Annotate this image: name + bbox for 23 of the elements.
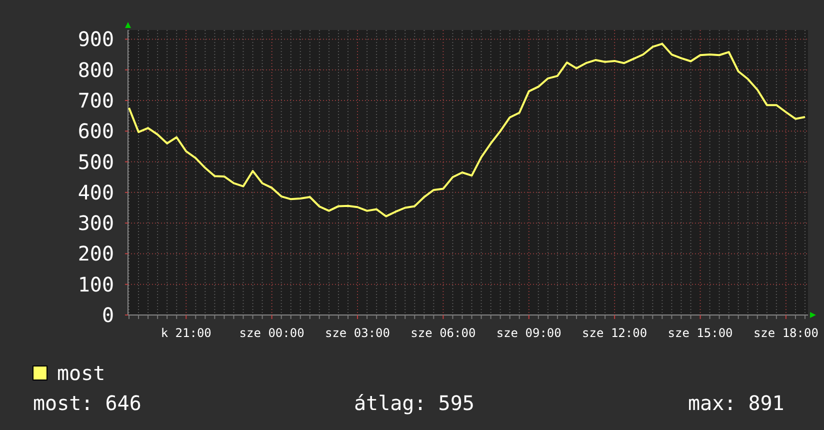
y-tick-label: 200: [78, 242, 114, 266]
x-tick-label: sze 15:00: [668, 326, 733, 340]
y-tick-label: 0: [102, 303, 114, 327]
x-tick-label: sze 00:00: [239, 326, 304, 340]
x-tick-label: sze 18:00: [753, 326, 818, 340]
x-tick-label: k 21:00: [160, 326, 212, 340]
y-tick-label: 700: [78, 88, 114, 112]
text: most: 646: [33, 391, 142, 415]
text: átlag: 595: [354, 391, 474, 415]
y-tick-label: 500: [78, 150, 114, 174]
y-tick-label: 800: [78, 58, 114, 82]
legend-label: most: [57, 361, 106, 385]
x-tick-label: sze 06:00: [410, 326, 476, 340]
text: max: 891: [688, 391, 784, 415]
y-tick-label: 100: [78, 272, 114, 296]
y-tick-label: 900: [78, 27, 114, 52]
y-tick-label: 300: [78, 211, 114, 236]
y-tick-label: 400: [78, 180, 114, 204]
x-tick-label: sze 03:00: [324, 326, 390, 340]
y-tick-label: 600: [78, 119, 114, 144]
x-tick-label: sze 09:00: [496, 326, 562, 340]
line-series: [128, 42, 806, 218]
x-tick-label: sze 12:00: [582, 326, 648, 340]
